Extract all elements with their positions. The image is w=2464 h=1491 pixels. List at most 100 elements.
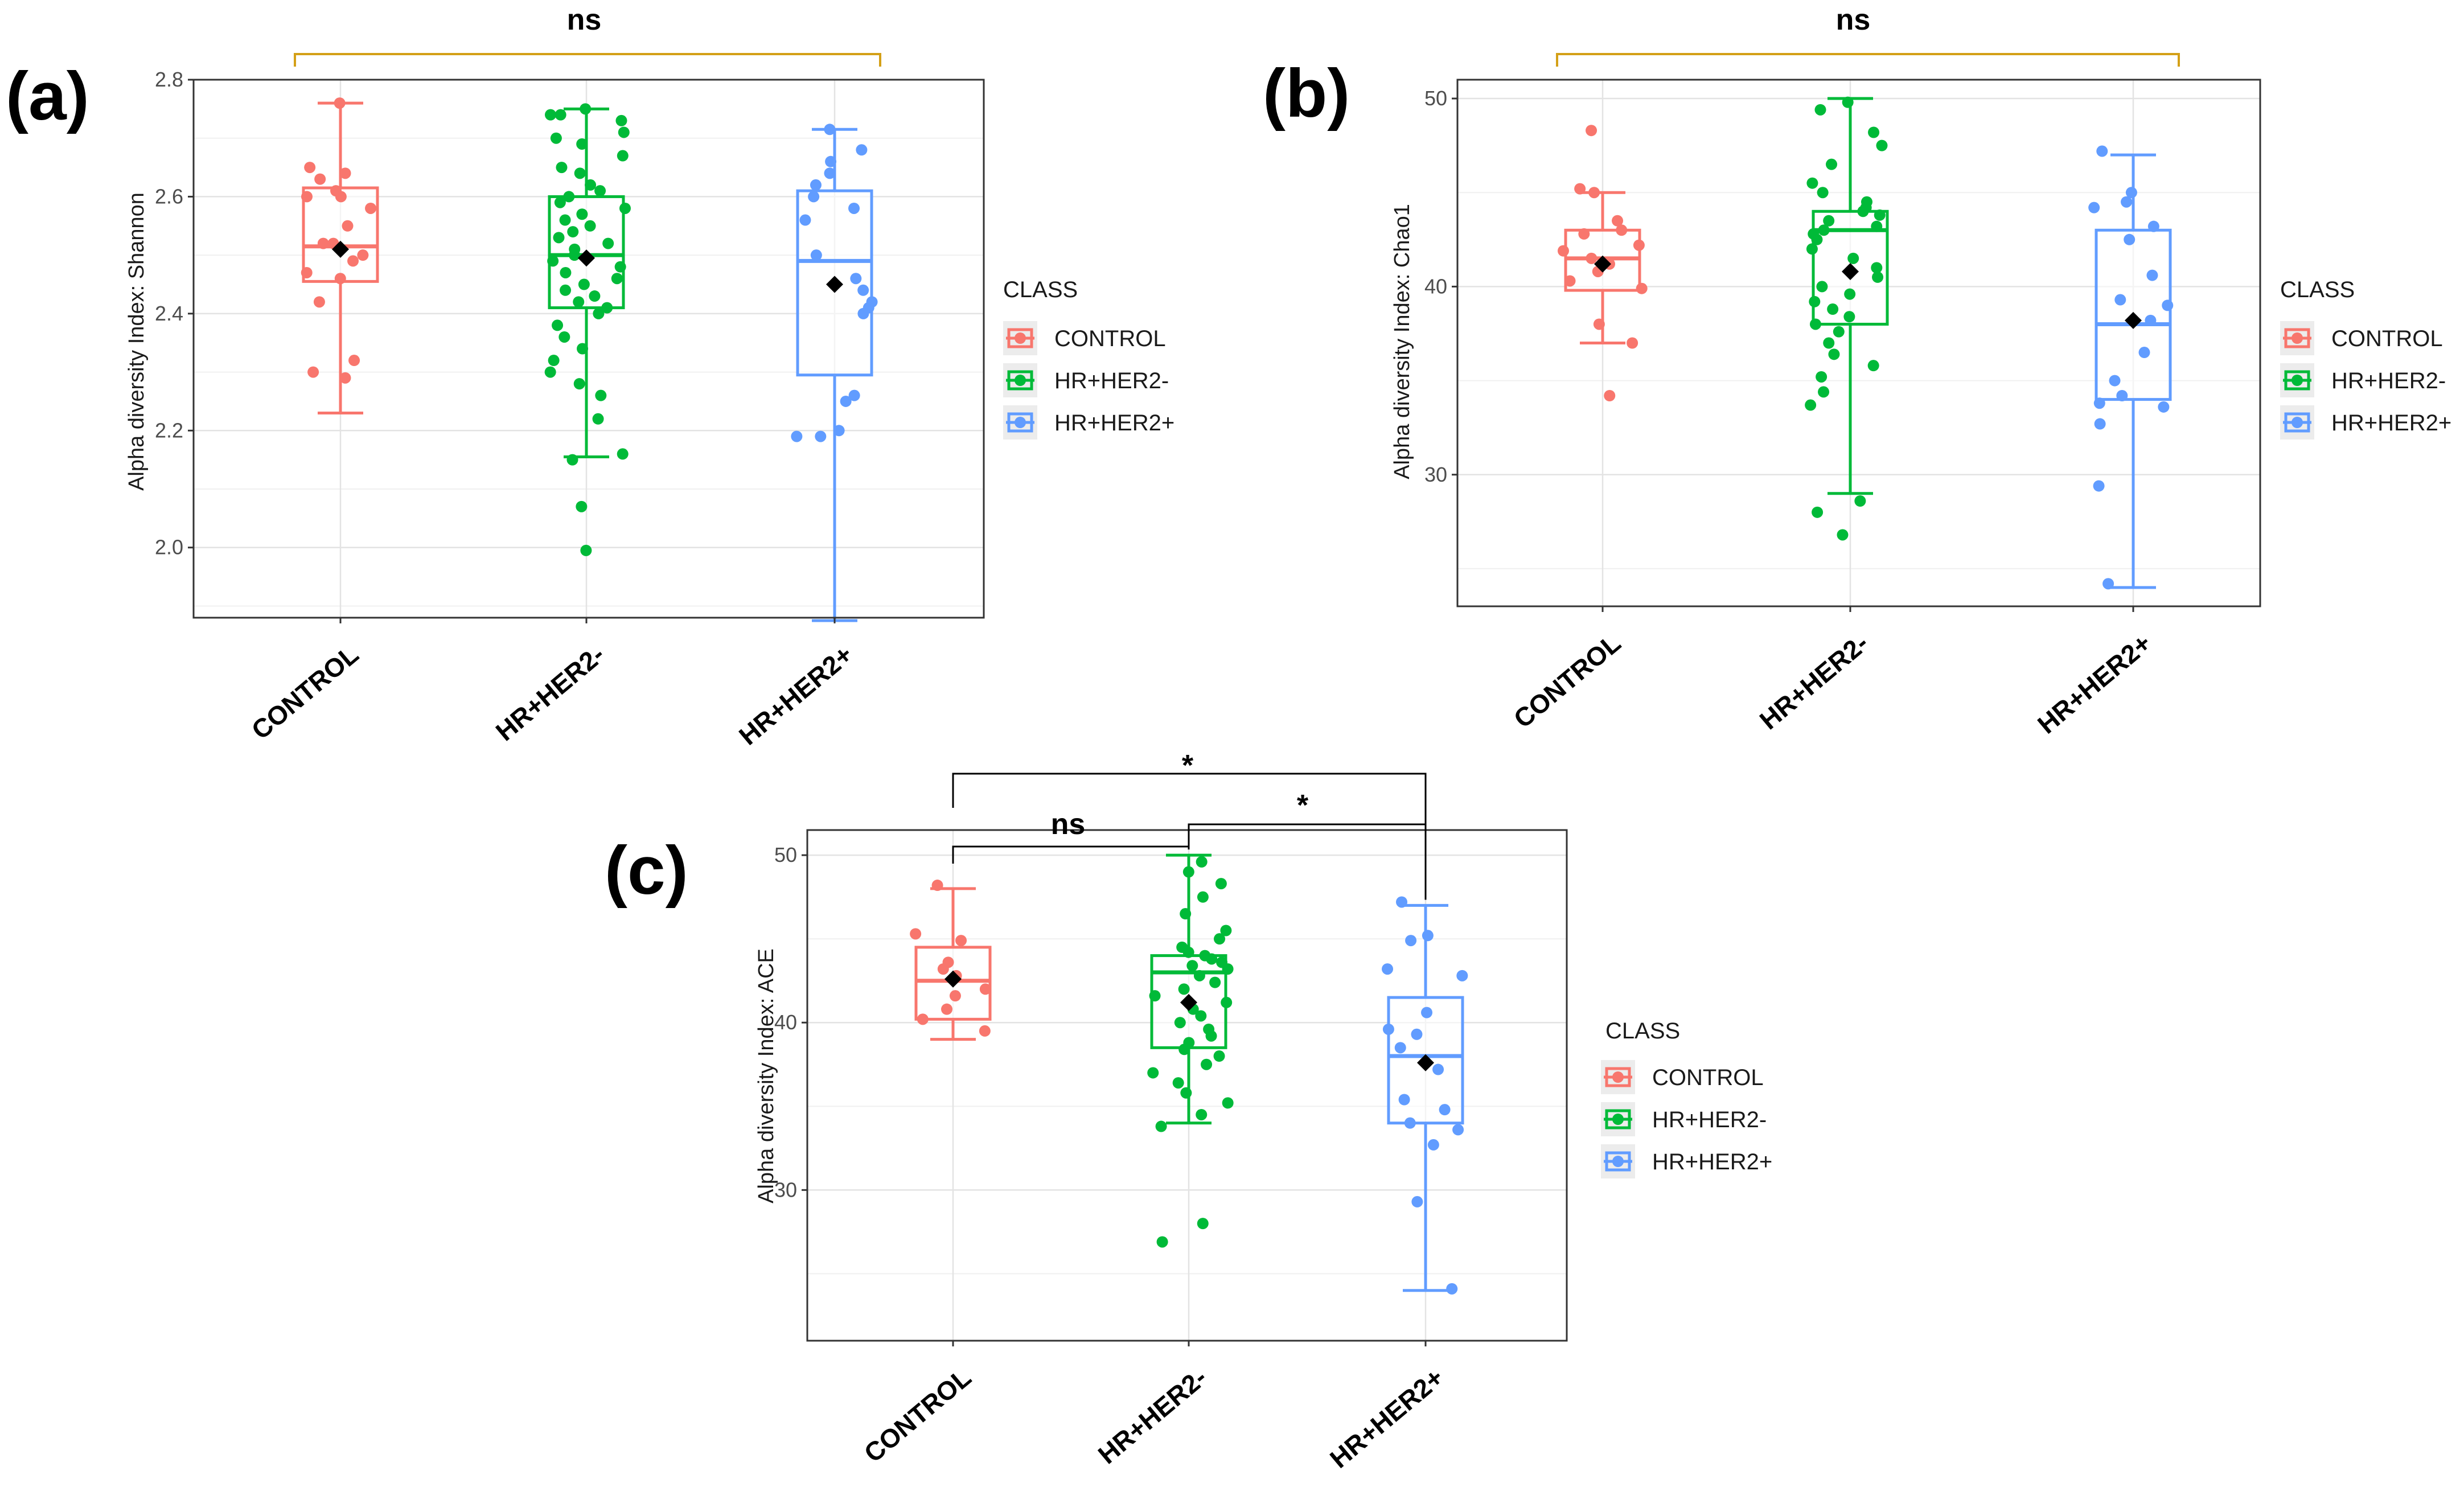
significance-bracket [952, 773, 1427, 900]
data-point [553, 232, 565, 244]
data-point [1627, 337, 1638, 349]
data-point [808, 191, 820, 203]
data-point [2096, 145, 2108, 157]
data-point [301, 191, 313, 203]
data-point [580, 103, 592, 115]
y-tick-label: 50 [1424, 87, 1447, 110]
data-point [2093, 480, 2105, 492]
data-point [574, 167, 586, 179]
data-point [824, 124, 836, 135]
data-point [2121, 196, 2133, 208]
data-point [810, 249, 822, 261]
data-point [1427, 1139, 1439, 1151]
data-point [810, 179, 822, 191]
data-point [595, 389, 607, 401]
data-point [815, 430, 827, 442]
panel-b-sig-label: ns [1836, 3, 1871, 36]
data-point [1828, 348, 1840, 360]
data-point [1847, 252, 1859, 264]
data-point [1394, 1042, 1406, 1054]
significance-bracket [1556, 53, 2180, 67]
data-point [573, 378, 585, 390]
data-point [2102, 578, 2114, 590]
x-category-label: HR+HER2+ [733, 639, 858, 751]
data-point [614, 261, 626, 273]
y-tick-label: 2.2 [155, 418, 183, 442]
data-point [1823, 337, 1835, 349]
panel-a-shannon: (a) 2.0 2.2 2.4 2.6 2.8 CONTROL HR+HER2- HR+HER… [6, 3, 1174, 751]
data-point [1201, 1058, 1213, 1070]
y-tick-label: 30 [1424, 463, 1447, 486]
x-category-label: HR+HER2- [1754, 628, 1874, 736]
mean-marker [1417, 1054, 1434, 1071]
panel-c-legend-key-hr-her2-neg [1601, 1102, 1635, 1136]
data-point [617, 150, 629, 162]
data-point [1806, 177, 1818, 189]
data-point [1612, 215, 1624, 227]
data-point [1816, 371, 1828, 383]
data-point [1557, 245, 1569, 257]
data-point [937, 963, 949, 975]
data-point [615, 114, 627, 126]
panel-b-legend-title: CLASS [2280, 277, 2355, 302]
data-point [833, 425, 845, 437]
data-point [840, 395, 852, 407]
data-point [567, 226, 579, 238]
data-point [558, 331, 570, 343]
data-point [1452, 1124, 1464, 1136]
y-tick-label: 2.6 [155, 184, 183, 208]
data-point [1818, 224, 1830, 236]
data-point [1826, 158, 1838, 170]
mean-marker [944, 970, 962, 988]
data-point [825, 155, 837, 167]
data-point [824, 167, 836, 179]
data-point [307, 366, 319, 378]
panel-a-plot-area: 2.0 2.2 2.4 2.6 2.8 CONTROL HR+HER2- HR+HER2+ [155, 53, 985, 751]
data-point [955, 935, 967, 947]
data-point [1854, 495, 1866, 507]
data-point [1871, 262, 1883, 274]
data-point [1843, 311, 1855, 323]
data-point [1186, 960, 1198, 972]
data-point [1404, 1117, 1416, 1129]
data-point [2124, 233, 2136, 245]
data-point [1411, 1028, 1423, 1040]
data-point [585, 179, 597, 191]
data-point [560, 284, 572, 296]
data-point [611, 273, 623, 285]
data-point [1220, 925, 1232, 937]
data-point [548, 355, 560, 367]
data-point [1222, 1097, 1234, 1109]
data-point [1812, 506, 1824, 518]
panel-a-letter: (a) [6, 58, 89, 134]
data-point [1432, 1063, 1444, 1075]
panel-border [1456, 79, 2261, 607]
data-point [1156, 1236, 1168, 1248]
data-point [1196, 1108, 1208, 1120]
data-point [348, 355, 360, 367]
mean-marker [2125, 311, 2142, 329]
data-point [1871, 220, 1883, 232]
data-point [1147, 1067, 1159, 1079]
significance-bracket [294, 53, 881, 67]
data-point [547, 255, 559, 267]
data-point [1205, 1030, 1217, 1042]
data-point [566, 454, 578, 466]
data-point [1816, 281, 1828, 293]
x-category-label: HR+HER2+ [1324, 1362, 1449, 1474]
data-point [563, 191, 575, 203]
panel-b-legend-label-hr-her2-neg: HR+HER2- [2331, 368, 2446, 393]
panel-c-legend-title: CLASS [1605, 1018, 1680, 1044]
x-category-label: HR+HER2+ [2032, 628, 2157, 740]
x-category-label: CONTROL [859, 1362, 977, 1468]
data-point [617, 448, 629, 460]
data-point [618, 126, 630, 138]
panel-c-legend-key-control [1601, 1060, 1635, 1094]
data-point [1564, 275, 1576, 287]
data-point [334, 273, 346, 285]
data-point [1215, 878, 1227, 890]
data-point [334, 97, 346, 109]
data-point [1827, 303, 1839, 315]
data-point [544, 366, 556, 378]
